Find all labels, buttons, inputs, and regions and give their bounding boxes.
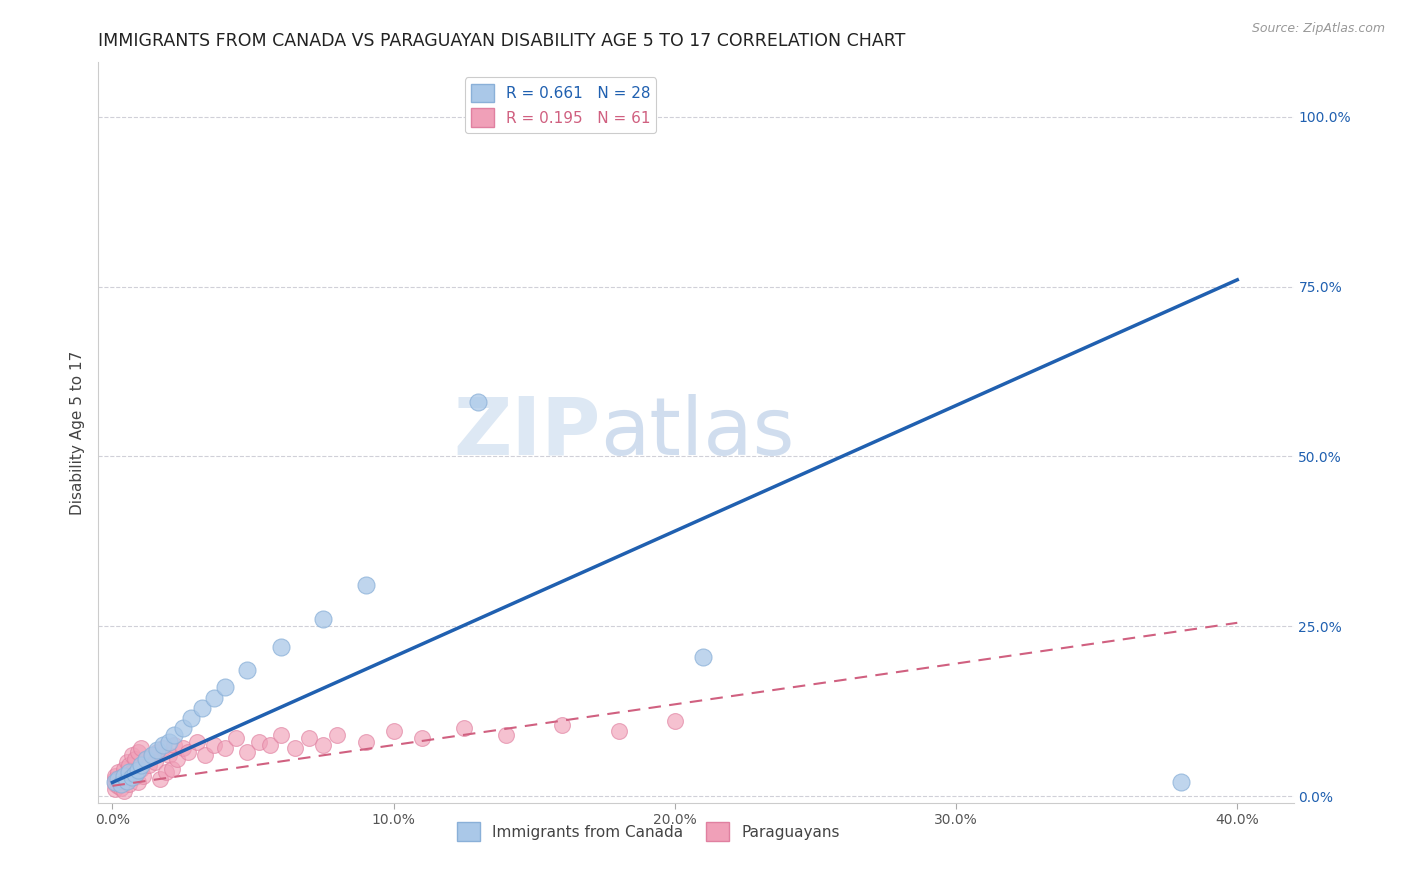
Point	[160, 762, 183, 776]
Point	[121, 765, 143, 780]
Text: Source: ZipAtlas.com: Source: ZipAtlas.com	[1251, 22, 1385, 36]
Point	[495, 728, 517, 742]
Point	[284, 741, 307, 756]
Point	[354, 578, 377, 592]
Point	[138, 758, 160, 772]
Point	[127, 763, 149, 777]
Point	[135, 752, 157, 766]
Point	[129, 741, 152, 756]
Point	[172, 741, 194, 756]
Point	[129, 762, 152, 776]
Point	[104, 782, 127, 797]
Point	[118, 777, 141, 791]
Point	[411, 731, 433, 746]
Point	[186, 734, 208, 748]
Point	[124, 752, 146, 766]
Point	[107, 765, 129, 780]
Point	[202, 690, 225, 705]
Point	[157, 748, 180, 763]
Point	[152, 738, 174, 752]
Point	[146, 743, 169, 757]
Point	[107, 772, 129, 786]
Point	[115, 755, 138, 769]
Point	[326, 728, 349, 742]
Point	[191, 700, 214, 714]
Point	[607, 724, 630, 739]
Point	[129, 758, 152, 772]
Point	[157, 734, 180, 748]
Point	[141, 748, 163, 763]
Point	[141, 748, 163, 763]
Point	[124, 767, 146, 781]
Point	[110, 777, 132, 791]
Point	[312, 612, 335, 626]
Text: atlas: atlas	[600, 393, 794, 472]
Text: IMMIGRANTS FROM CANADA VS PARAGUAYAN DISABILITY AGE 5 TO 17 CORRELATION CHART: IMMIGRANTS FROM CANADA VS PARAGUAYAN DIS…	[98, 32, 905, 50]
Point	[143, 755, 166, 769]
Point	[225, 731, 247, 746]
Point	[163, 728, 186, 742]
Point	[214, 741, 236, 756]
Point	[127, 775, 149, 789]
Point	[172, 721, 194, 735]
Point	[146, 745, 169, 759]
Point	[112, 783, 135, 797]
Point	[551, 717, 574, 731]
Point	[135, 752, 157, 766]
Point	[104, 775, 127, 789]
Point	[270, 640, 292, 654]
Point	[163, 738, 186, 752]
Point	[236, 664, 259, 678]
Point	[110, 780, 132, 795]
Point	[115, 772, 138, 786]
Point	[110, 774, 132, 789]
Point	[118, 758, 141, 772]
Point	[166, 752, 188, 766]
Point	[692, 649, 714, 664]
Point	[132, 769, 155, 783]
Point	[1170, 775, 1192, 789]
Point	[104, 772, 127, 786]
Point	[121, 748, 143, 763]
Point	[194, 748, 217, 763]
Point	[104, 769, 127, 783]
Point	[312, 738, 335, 752]
Point	[107, 779, 129, 793]
Point	[118, 765, 141, 780]
Point	[121, 770, 143, 784]
Point	[115, 774, 138, 789]
Point	[214, 681, 236, 695]
Point	[155, 765, 177, 780]
Legend: Immigrants from Canada, Paraguayans: Immigrants from Canada, Paraguayans	[451, 816, 845, 847]
Point	[177, 745, 200, 759]
Point	[104, 777, 127, 791]
Point	[664, 714, 686, 729]
Point	[247, 734, 270, 748]
Point	[107, 775, 129, 789]
Point	[270, 728, 292, 742]
Point	[110, 770, 132, 784]
Point	[298, 731, 321, 746]
Text: ZIP: ZIP	[453, 393, 600, 472]
Point	[124, 770, 146, 784]
Point	[354, 734, 377, 748]
Point	[115, 769, 138, 783]
Point	[127, 745, 149, 759]
Point	[112, 762, 135, 776]
Y-axis label: Disability Age 5 to 17: Disability Age 5 to 17	[69, 351, 84, 515]
Point	[259, 738, 281, 752]
Point	[149, 772, 172, 786]
Point	[236, 745, 259, 759]
Point	[382, 724, 405, 739]
Point	[152, 741, 174, 756]
Point	[112, 769, 135, 783]
Point	[467, 395, 489, 409]
Point	[202, 738, 225, 752]
Point	[180, 711, 202, 725]
Point	[453, 721, 475, 735]
